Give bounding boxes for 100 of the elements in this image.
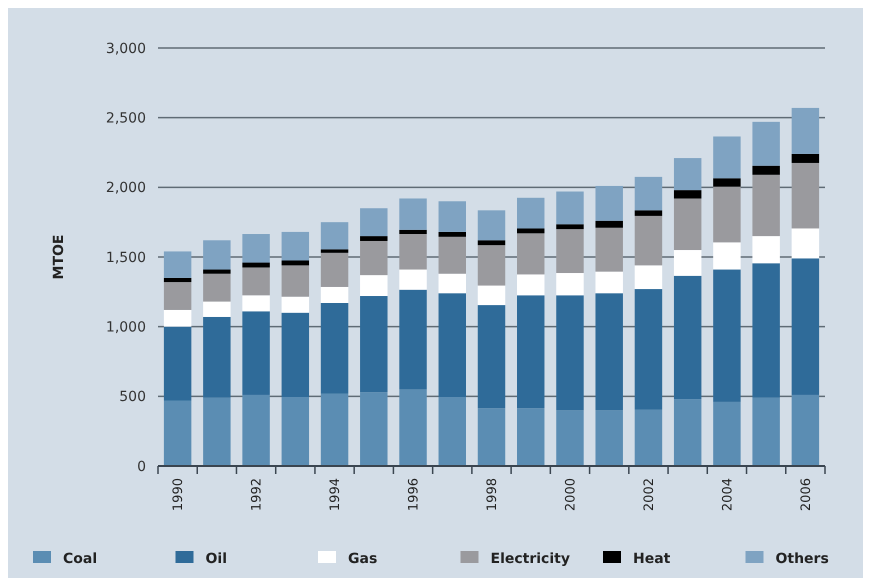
bar (556, 229, 584, 274)
bar (399, 270, 427, 290)
bar (203, 316, 231, 398)
bar (792, 162, 820, 228)
bar (203, 274, 231, 302)
legend-label: Gas (348, 550, 378, 567)
legend-label: Others (776, 550, 829, 567)
bar (674, 399, 702, 466)
bar (203, 240, 231, 270)
bar (478, 210, 506, 240)
bar (595, 272, 623, 294)
bar (595, 186, 623, 221)
bar (320, 394, 348, 466)
bar (517, 408, 544, 466)
bar (320, 286, 348, 303)
bar (399, 290, 427, 390)
bar (634, 410, 662, 466)
x-tick-label: 2004 (720, 478, 736, 512)
bar (478, 240, 506, 246)
bar (360, 236, 388, 241)
bar (399, 389, 427, 466)
x-tick-label: 2006 (798, 478, 814, 512)
y-tick-label: 1,000 (106, 320, 146, 336)
y-axis-title: MTOE (51, 234, 67, 280)
bar (282, 260, 310, 266)
bar (634, 176, 662, 210)
bar (164, 278, 192, 282)
bar (478, 286, 506, 306)
bar (360, 240, 388, 276)
bar (282, 296, 310, 313)
bar (752, 398, 780, 466)
bar (517, 274, 544, 296)
bar (674, 250, 702, 276)
bar (752, 166, 780, 175)
bar (242, 262, 270, 268)
bar (595, 410, 623, 466)
bar (792, 154, 820, 163)
bar (792, 258, 820, 395)
bar (242, 234, 270, 263)
bar (595, 228, 623, 272)
bar (752, 263, 780, 398)
bar (360, 275, 388, 296)
bar (634, 210, 662, 216)
bar (713, 136, 741, 178)
bar (320, 302, 348, 394)
bar (517, 233, 544, 274)
bar (164, 310, 192, 327)
bar (752, 174, 780, 236)
x-tick-label: 1996 (406, 478, 422, 512)
bar (674, 276, 702, 400)
bar (556, 273, 584, 296)
bar (320, 252, 348, 287)
bar (360, 296, 388, 392)
x-tick-label: 2000 (564, 478, 579, 512)
bar (674, 190, 702, 198)
y-tick-label: 3,000 (106, 40, 146, 57)
bar (203, 270, 231, 274)
bar (203, 302, 231, 317)
bar (164, 400, 192, 466)
x-tick-label: 1992 (250, 478, 265, 512)
x-tick-label: 1998 (485, 478, 500, 512)
bar (595, 293, 623, 410)
legend-label: Heat (633, 550, 671, 567)
bar (164, 251, 192, 278)
bar (792, 394, 820, 466)
x-tick-label: 1994 (328, 478, 344, 512)
bar (556, 192, 584, 224)
bar (203, 398, 231, 466)
x-tick-label: 1990 (171, 478, 186, 512)
y-tick-label: 2,500 (106, 110, 146, 127)
bar (242, 267, 270, 296)
bar (282, 312, 310, 398)
bar (242, 295, 270, 312)
bar (752, 236, 780, 264)
bar (478, 408, 506, 466)
bar (242, 394, 270, 466)
bar (438, 274, 466, 294)
bar (556, 224, 584, 230)
bar (792, 228, 820, 258)
bar (399, 234, 427, 270)
legend-label: Oil (206, 550, 227, 567)
bar (713, 186, 741, 242)
bar (713, 402, 741, 466)
bar (517, 198, 544, 228)
bar (752, 122, 780, 166)
bar (242, 311, 270, 395)
bar (713, 270, 741, 402)
bar (438, 293, 466, 398)
bar (438, 397, 466, 466)
bar (792, 108, 820, 154)
bar (634, 289, 662, 410)
bar (399, 230, 427, 234)
bar (282, 232, 310, 260)
bar (438, 232, 466, 237)
bar (713, 178, 741, 187)
bar (320, 249, 348, 253)
bar (556, 295, 584, 410)
bar (320, 222, 348, 250)
bar (478, 245, 506, 286)
bar (478, 305, 506, 408)
